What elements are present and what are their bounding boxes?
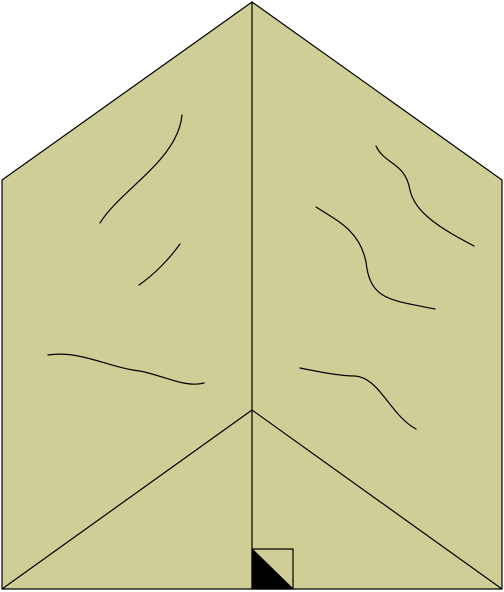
right-diagonal-crease	[251, 409, 503, 590]
left-diagonal-crease	[1, 409, 253, 590]
right-angle-diagonal	[251, 548, 294, 590]
grain-line	[299, 367, 417, 430]
wood-grain	[47, 114, 475, 430]
grain-line	[375, 145, 475, 247]
right-angle-marker	[251, 548, 294, 590]
grain-line	[99, 114, 183, 224]
grain-line	[315, 206, 436, 310]
grain-line	[47, 353, 205, 385]
grain-line	[138, 243, 181, 286]
